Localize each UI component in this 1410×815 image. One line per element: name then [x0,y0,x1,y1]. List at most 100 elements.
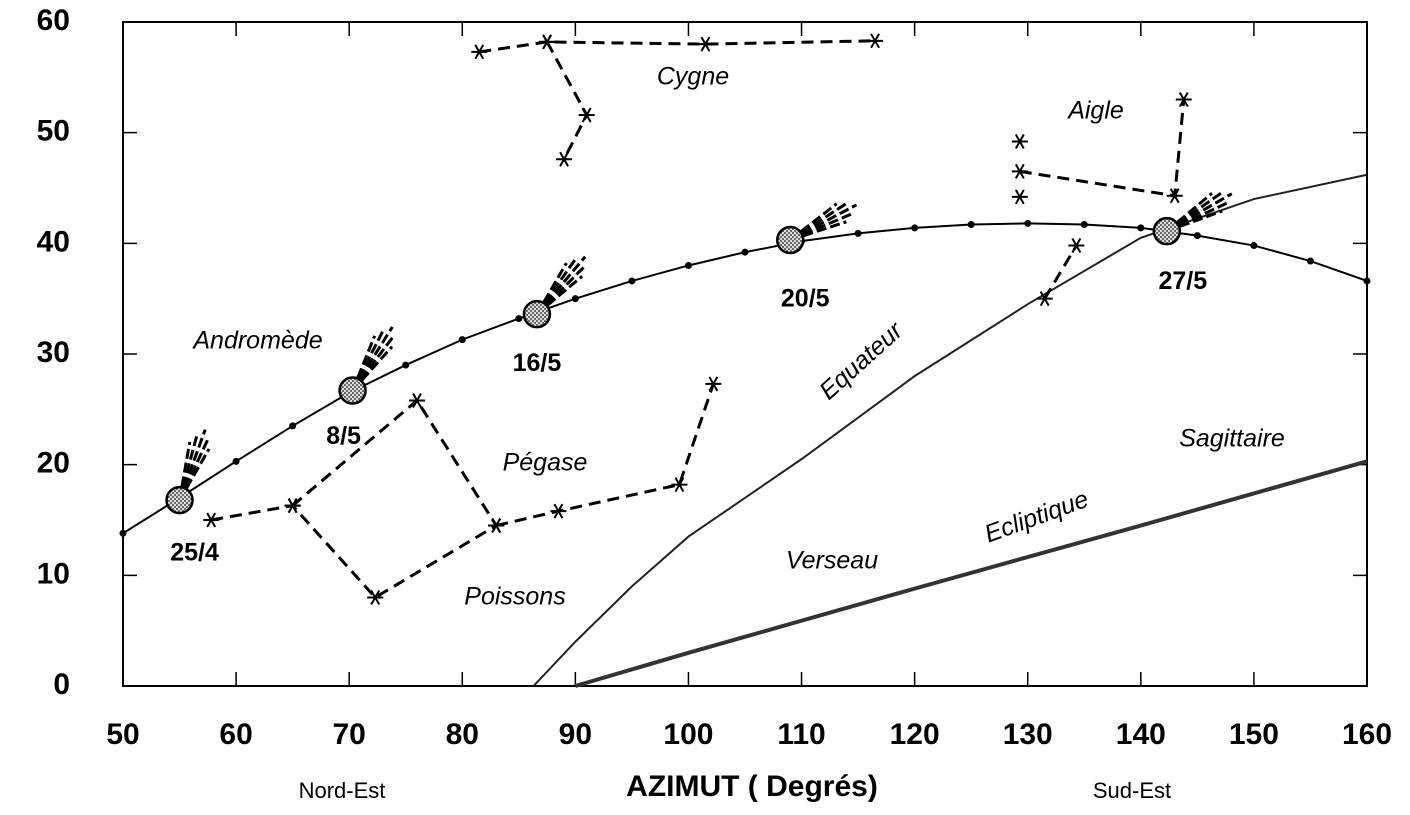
annotation: Nord-Est [299,778,386,803]
star [1011,163,1028,179]
y-tick-label: 60 [37,4,70,37]
comet-tail [178,429,207,501]
comet [165,485,194,515]
comet [338,376,367,405]
annotation: Poissons [464,583,565,611]
x-tick-label: 150 [1229,718,1279,751]
track-dot [458,336,466,344]
comet-tail [178,438,210,501]
comet [522,299,552,329]
y-tick-label: 50 [37,115,70,148]
star [705,376,722,392]
track-dot [854,229,862,237]
track-dot [232,457,240,465]
star [1068,238,1085,254]
comet-tail [535,265,586,316]
comet [1152,216,1182,246]
annotation: Ecliptique [981,485,1092,548]
date-label: 25/4 [170,539,219,567]
star [203,512,220,528]
annotation: Cygne [657,63,729,91]
x-tick-label: 60 [219,718,252,751]
comet-tail [789,202,848,242]
comet-tail [789,212,853,242]
annotation: Verseau [786,547,878,575]
date-label: 27/5 [1158,267,1207,295]
comet-tail [535,255,587,316]
annotation: Sud-Est [1093,778,1171,803]
annotation: Pégase [503,449,588,477]
star [697,36,714,52]
track-dot [515,315,523,323]
y-tick-label: 20 [37,447,70,480]
comet-tail [1166,201,1229,233]
track-dot [1250,242,1258,250]
track-dot [1024,219,1032,227]
track-dot [571,295,579,303]
star [578,107,595,123]
star [1175,91,1192,107]
x-tick-label: 70 [332,718,365,751]
track-dot [1193,232,1201,240]
x-tick-label: 140 [1116,718,1166,751]
star [1166,188,1183,204]
x-tick-label: 100 [663,718,713,751]
annotation: Sagittaire [1179,425,1285,453]
y-tick-label: 30 [37,336,70,369]
star [867,33,884,49]
x-axis-title: AZIMUT ( Degrés) [626,770,878,803]
annotation: Equateur [814,315,909,405]
star [367,589,384,605]
y-tick-label: 10 [37,557,70,590]
comet-tail [351,330,385,392]
track-dot [1080,221,1088,229]
comet-tail [1166,192,1233,233]
track-dot [628,277,636,285]
star [409,392,426,408]
comet-tail [351,326,394,392]
star [539,34,556,50]
star [1011,189,1028,205]
y-tick-label: 0 [53,668,70,701]
date-label: 8/5 [326,422,361,450]
comet-tail [535,258,577,316]
constellation-line [479,39,876,160]
x-tick-label: 130 [1003,718,1053,751]
comet-tail [1165,191,1223,233]
x-tick-label: 160 [1342,718,1392,751]
track-dot [967,221,975,229]
comet [775,225,805,255]
y-tick-label: 40 [37,225,70,258]
track-dot [1306,257,1314,265]
track-dot [1137,224,1145,232]
x-tick-label: 110 [777,718,825,751]
star [284,498,301,514]
x-tick-label: 80 [446,718,479,751]
comet-tail [351,336,395,392]
star [550,503,567,519]
track-dot [402,361,410,369]
date-label: 16/5 [513,349,562,377]
star [671,477,688,493]
track-dot [911,224,919,232]
track-dot [741,248,749,256]
star [1011,134,1028,150]
star [471,44,488,60]
star [488,518,505,534]
comet-tail [789,203,858,242]
ecliptic-line [574,459,1368,688]
track-dot [119,529,127,537]
constellation-line [210,383,715,600]
date-label: 20/5 [781,285,830,313]
x-tick-label: 120 [890,718,940,751]
annotation: Aigle [1066,97,1124,125]
track-dot [1363,277,1371,285]
star [556,151,573,167]
comet-tail [178,434,199,501]
track-dot [684,261,692,269]
annotation: Andromède [191,327,322,355]
track-dot [289,422,297,430]
x-tick-label: 90 [559,718,592,751]
x-tick-label: 50 [106,718,139,751]
